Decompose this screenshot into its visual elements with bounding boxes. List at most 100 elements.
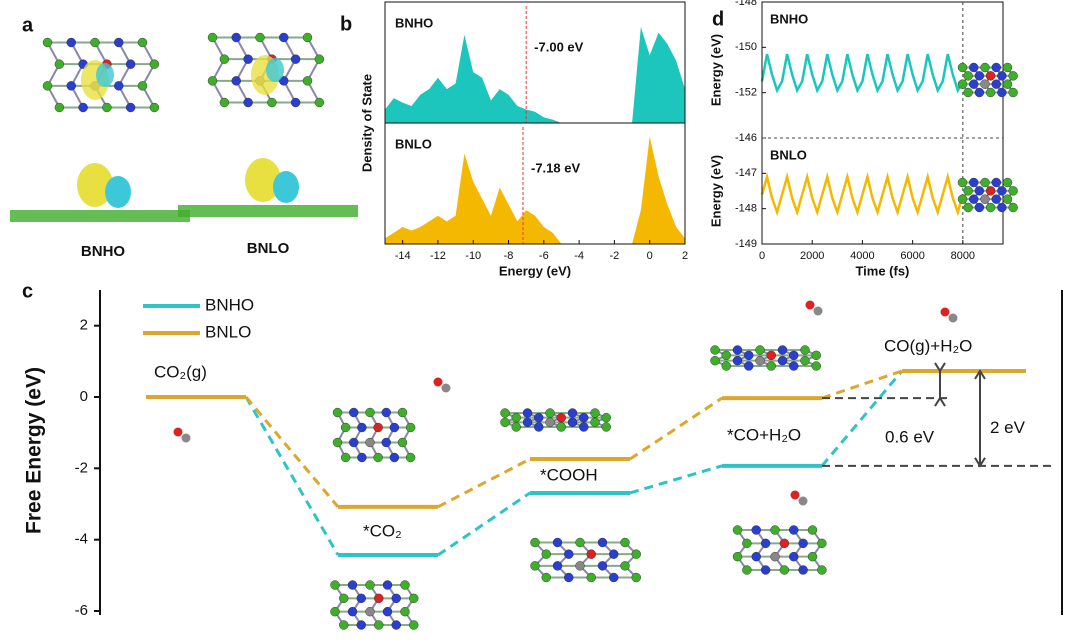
connector	[437, 457, 531, 509]
atom	[980, 62, 990, 73]
fermi-label: -7.00 eV	[534, 39, 583, 54]
atom	[732, 355, 743, 366]
atom	[511, 422, 521, 432]
atom	[347, 606, 358, 617]
panel-label: d	[712, 8, 724, 30]
arrow-head	[974, 457, 986, 468]
isosurface	[96, 63, 114, 87]
atom	[1008, 202, 1018, 213]
annotation: 0.6 eV	[885, 428, 935, 447]
atom	[991, 194, 1001, 204]
atom	[779, 565, 790, 575]
atom	[997, 71, 1007, 81]
panel-label: b	[340, 13, 352, 35]
x-axis-label: Energy (eV)	[499, 263, 571, 278]
atom	[114, 81, 124, 91]
atom	[391, 593, 401, 604]
atom	[405, 422, 416, 433]
atom	[66, 81, 76, 91]
atom	[137, 37, 148, 48]
atom	[579, 412, 589, 423]
y-tick-label: -152	[735, 87, 757, 99]
atom	[590, 408, 600, 418]
panel-label: c	[22, 280, 33, 302]
connector	[437, 491, 531, 557]
atom	[511, 412, 521, 423]
atom	[790, 490, 800, 500]
atom	[620, 561, 630, 571]
atom	[373, 422, 383, 433]
y-tick-label: -148	[735, 0, 757, 8]
atom	[807, 551, 818, 562]
y-axis-label: Free Energy (eV)	[23, 367, 46, 534]
atom	[314, 97, 325, 108]
atom	[800, 355, 810, 366]
y-tick-label: -150	[735, 41, 757, 53]
y-axis-label: Density of State	[359, 74, 374, 172]
atom	[963, 202, 973, 213]
atom	[963, 87, 973, 98]
atom	[231, 76, 241, 86]
atom	[579, 422, 589, 432]
legend-label: BNLO	[205, 322, 251, 341]
isosurface	[273, 171, 299, 203]
atom	[522, 417, 533, 428]
connector	[629, 396, 723, 461]
state-label: CO(g)+H₂O	[884, 336, 972, 355]
atom	[114, 37, 124, 48]
atom	[957, 177, 968, 188]
atom	[332, 407, 343, 418]
y-tick-label: -4	[75, 531, 88, 548]
x-tick-label: -6	[539, 250, 549, 262]
atom	[332, 437, 343, 448]
atom	[552, 537, 563, 548]
atom	[751, 525, 761, 535]
atom	[597, 537, 608, 548]
atom	[381, 437, 391, 448]
arrow-head	[974, 369, 986, 380]
annotation: 2 eV	[990, 418, 1026, 437]
y-tick-label: -147	[735, 167, 757, 179]
atom	[219, 97, 230, 108]
atom	[800, 345, 810, 355]
atom	[42, 81, 53, 91]
atom	[609, 572, 619, 583]
y-axis-label: Energy (eV)	[708, 34, 723, 106]
atom	[373, 452, 383, 463]
atom	[534, 422, 544, 432]
atom	[389, 422, 400, 433]
slab	[10, 210, 190, 222]
atom	[374, 593, 384, 604]
atom	[149, 102, 160, 113]
x-tick-label: 2	[682, 250, 688, 262]
atom	[586, 572, 596, 583]
atom	[789, 551, 799, 562]
atom	[798, 565, 808, 575]
atom	[1002, 194, 1013, 204]
atom	[744, 350, 754, 361]
y-tick-label: -148	[735, 203, 757, 215]
atom	[90, 37, 100, 48]
arrow-head	[934, 396, 946, 407]
atom	[1002, 79, 1013, 89]
atom	[243, 97, 253, 108]
area	[385, 136, 685, 244]
atom	[564, 549, 574, 559]
atom	[522, 408, 533, 418]
atom	[340, 452, 351, 463]
x-tick-label: 8000	[951, 250, 975, 262]
atom	[1002, 62, 1013, 73]
legend-label: BNHO	[205, 295, 254, 314]
frame	[761, 1, 1004, 245]
atom	[365, 580, 375, 590]
atom	[365, 606, 375, 617]
isosurface	[105, 176, 131, 208]
atom	[963, 71, 973, 81]
atom	[586, 549, 596, 559]
atom	[552, 561, 563, 571]
atom	[409, 593, 419, 604]
x-tick-label: -14	[395, 250, 411, 262]
atom	[340, 422, 351, 433]
atom	[330, 580, 340, 590]
atom	[279, 32, 289, 43]
